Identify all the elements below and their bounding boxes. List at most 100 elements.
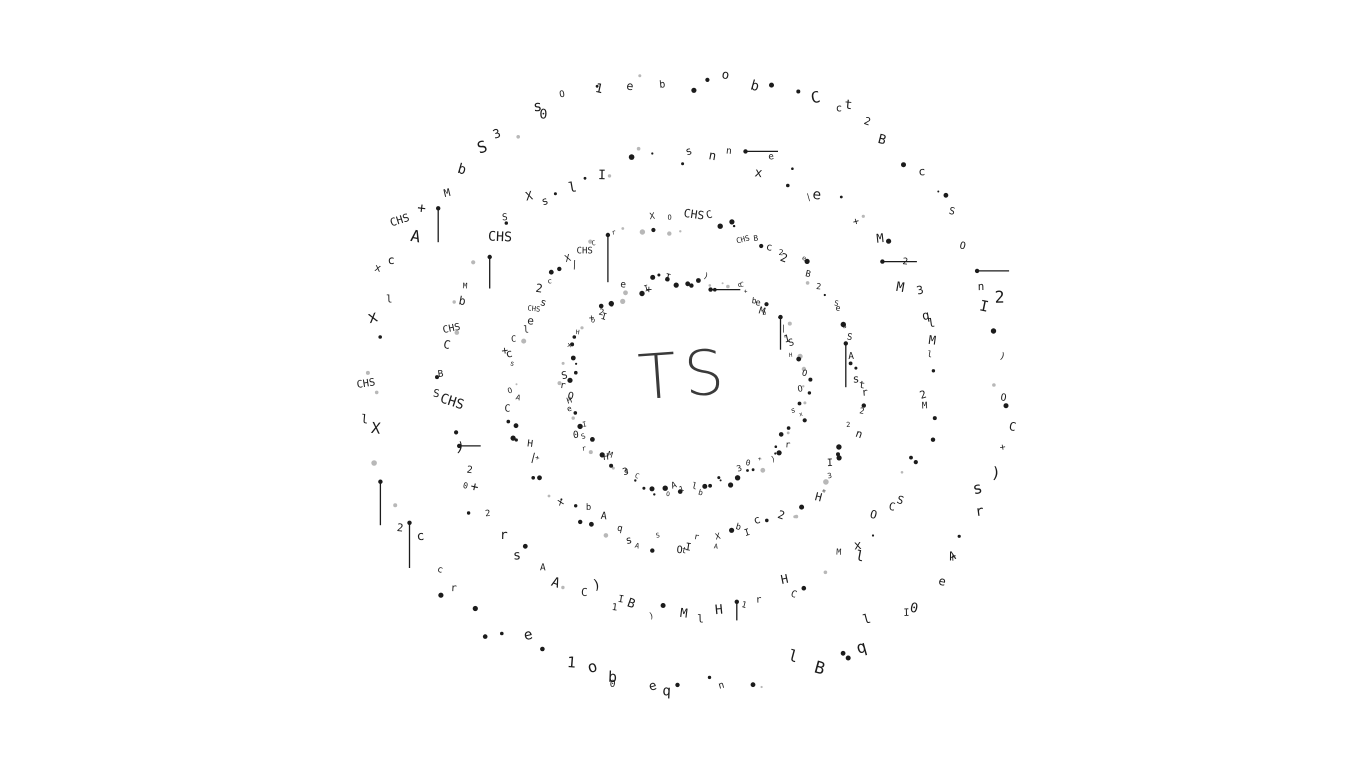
ring-glyph: | <box>805 191 812 202</box>
ring-glyph: c <box>436 564 444 576</box>
ring-stem-dot <box>708 287 713 292</box>
ring-dot <box>823 570 828 575</box>
ring-glyph: 2 <box>816 281 822 292</box>
ring-dot <box>803 401 807 405</box>
ring-glyph: l <box>386 293 393 305</box>
ring-dot <box>572 335 577 339</box>
ring-glyph: C <box>634 472 641 481</box>
ring-dot <box>510 435 516 441</box>
ring-dot <box>685 281 691 287</box>
ring-dot <box>839 195 843 199</box>
ring-dot <box>681 162 685 166</box>
ring-dot <box>608 300 614 307</box>
ring-glyph: S <box>502 212 509 223</box>
ring-glyph: 3 <box>621 466 630 478</box>
ring-dot <box>657 273 661 277</box>
ring-glyph: l <box>854 548 865 565</box>
ring-glyph: S <box>787 337 795 349</box>
ring-glyph: l <box>926 350 933 361</box>
ring-dot <box>861 214 865 218</box>
ring-glyph: c <box>547 276 552 285</box>
ring-dot <box>378 335 383 339</box>
ring-stem-dot <box>734 599 739 604</box>
ring-glyph: A <box>540 562 546 573</box>
ring-glyph: n <box>708 147 718 163</box>
ring-glyph: 2 <box>776 508 786 522</box>
ring-dot <box>717 476 721 480</box>
ring-glyph: c <box>752 513 762 527</box>
ring-dot <box>705 77 710 82</box>
ring-glyph: A <box>634 541 641 551</box>
ring-dot <box>650 548 655 553</box>
ring-dot <box>823 479 829 485</box>
ring-dot <box>791 167 794 170</box>
ring-dot <box>746 469 749 472</box>
ring-glyph: M <box>928 333 937 348</box>
ring-dot <box>609 463 614 468</box>
ring-glyph: r <box>500 528 508 543</box>
ring-dot <box>621 227 625 230</box>
ring-glyph: b <box>749 78 761 96</box>
ring-glyph: B <box>753 233 759 243</box>
ring-dot <box>871 534 875 537</box>
ring-dot <box>802 385 805 388</box>
ring-dot <box>561 585 565 590</box>
ring-glyph: x <box>754 164 764 180</box>
ring-dot <box>513 423 519 429</box>
ring-glyph: B <box>437 368 445 380</box>
ring-dot <box>506 419 511 424</box>
ring-dot <box>774 452 777 455</box>
ring-glyph: s <box>533 98 543 116</box>
ring-glyph: C <box>581 586 588 599</box>
ring-glyph: r <box>559 380 566 392</box>
ring-inner: Osxr)+03bl1AOC30HMrS0IeHOrSxHo+I23eI+I)c… <box>557 270 813 498</box>
ring-glyph: c <box>737 280 742 289</box>
ring-glyph: r <box>693 532 700 543</box>
ring-glyph: 0 <box>609 679 616 691</box>
ring-dot <box>861 403 866 408</box>
ring-dot <box>660 603 666 608</box>
ring-dot <box>514 438 518 442</box>
ring-dot <box>760 685 763 689</box>
ring-glyph: X <box>649 212 656 223</box>
ring-dot <box>580 326 584 330</box>
ring-glyph: c <box>765 241 772 254</box>
ring-glyph: 2 <box>598 308 605 319</box>
ring-glyph: O <box>506 385 513 395</box>
ring-glyph: O <box>667 214 671 222</box>
ring-dot <box>717 223 723 229</box>
ring-glyph: n <box>854 427 865 441</box>
ring-glyph: c <box>504 347 513 361</box>
ring-dot <box>840 650 846 656</box>
ring-glyph: x <box>556 495 566 508</box>
ring-dot <box>504 221 508 225</box>
ring-dot <box>634 479 637 482</box>
ring-glyph: 0 <box>908 601 919 617</box>
ring-glyph: H <box>789 353 794 359</box>
ring-glyph: 0 <box>624 468 629 475</box>
ring-dot <box>557 266 562 272</box>
ring-dot <box>570 355 576 361</box>
ring-glyph: C <box>809 88 821 107</box>
ring-dot <box>650 274 656 280</box>
ring-glyph: A <box>947 548 958 563</box>
ring-glyph: I <box>600 311 608 323</box>
ring-glyph: I <box>684 541 692 554</box>
ring-glyph: s <box>509 358 516 368</box>
ring-dot <box>840 321 846 328</box>
ring-dot <box>793 515 797 519</box>
ring-glyph: q <box>854 637 869 658</box>
ring-glyph: S <box>895 493 905 507</box>
ring-glyph: 2 <box>862 115 872 128</box>
ring-glyph: C <box>511 335 516 345</box>
ring-glyph: I <box>743 527 752 539</box>
ring-dot <box>845 655 851 661</box>
ring-dot <box>774 445 778 449</box>
ring-glyph: S <box>655 531 661 540</box>
ring-glyph: 2 <box>535 281 544 296</box>
ring-glyph: ) <box>991 464 1002 483</box>
ring-glyph: M <box>679 605 688 621</box>
ring-glyph: | <box>529 451 538 464</box>
ring-glyph: B <box>625 595 637 612</box>
ring-glyph: A <box>409 226 422 246</box>
